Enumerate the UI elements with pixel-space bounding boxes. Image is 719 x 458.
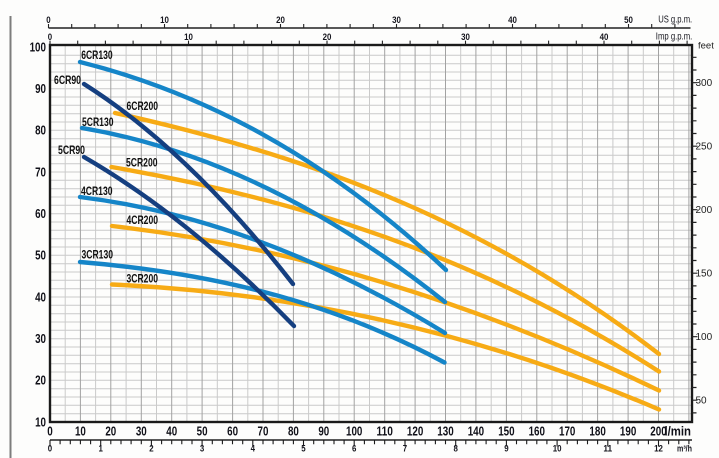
svg-text:5CR90: 5CR90 [58,145,85,157]
svg-text:50: 50 [624,15,633,26]
svg-text:9: 9 [504,444,508,455]
svg-text:6: 6 [352,444,356,455]
svg-text:8: 8 [454,444,458,455]
svg-text:5: 5 [301,444,306,455]
svg-text:90: 90 [35,81,46,96]
svg-text:150: 150 [498,424,514,439]
svg-text:60: 60 [35,206,46,221]
svg-text:6CR90: 6CR90 [54,75,81,87]
svg-text:170: 170 [559,424,575,439]
svg-text:80: 80 [288,424,299,439]
svg-text:40: 40 [166,424,177,439]
svg-text:3: 3 [200,444,204,455]
svg-text:140: 140 [468,424,484,439]
svg-text:6CR130: 6CR130 [81,50,113,62]
svg-text:40: 40 [508,15,517,26]
svg-text:100: 100 [30,39,46,54]
svg-text:0: 0 [47,424,53,439]
svg-text:1: 1 [99,444,104,455]
svg-text:10: 10 [160,15,169,26]
svg-text:4CR130: 4CR130 [81,186,113,198]
svg-text:7: 7 [403,444,407,455]
svg-text:200: 200 [696,205,713,216]
svg-text:100: 100 [346,424,362,439]
svg-text:150: 150 [696,269,713,280]
svg-text:30: 30 [461,32,470,43]
svg-text:10: 10 [184,32,193,43]
svg-text:5CR200: 5CR200 [126,158,158,170]
svg-text:20: 20 [105,424,116,439]
svg-text:90: 90 [318,424,329,439]
svg-text:10: 10 [553,444,562,455]
svg-text:100: 100 [696,332,713,343]
svg-text:20: 20 [323,32,332,43]
svg-text:70: 70 [258,424,269,439]
svg-text:3CR200: 3CR200 [127,274,159,286]
svg-text:50: 50 [35,248,46,263]
svg-text:300: 300 [696,78,713,89]
svg-text:50: 50 [197,424,208,439]
svg-text:5CR130: 5CR130 [82,117,114,129]
svg-text:120: 120 [407,424,423,439]
svg-text:200: 200 [650,424,666,439]
svg-text:80: 80 [35,123,46,138]
svg-text:0: 0 [48,32,52,43]
svg-text:11: 11 [603,444,612,455]
svg-text:3CR130: 3CR130 [82,250,114,262]
svg-text:6CR200: 6CR200 [127,101,159,113]
svg-text:4CR200: 4CR200 [127,215,159,227]
svg-text:110: 110 [377,424,393,439]
svg-text:130: 130 [437,424,453,439]
svg-text:10: 10 [35,414,46,429]
svg-text:180: 180 [589,424,605,439]
svg-text:Imp g.p.m.: Imp g.p.m. [656,32,693,43]
svg-text:20: 20 [35,373,46,388]
svg-text:20: 20 [276,15,285,26]
svg-text:2: 2 [149,444,153,455]
svg-text:0: 0 [48,444,52,455]
svg-text:feet: feet [698,41,714,52]
svg-text:12: 12 [654,444,663,455]
svg-text:4: 4 [251,444,256,455]
svg-text:0: 0 [46,15,50,26]
svg-text:l/min: l/min [665,424,692,439]
svg-text:250: 250 [696,142,713,153]
svg-text:160: 160 [529,424,545,439]
svg-text:30: 30 [392,15,401,26]
svg-text:m³/h: m³/h [677,444,692,454]
svg-text:40: 40 [35,289,46,304]
svg-text:50: 50 [696,396,708,407]
svg-text:60: 60 [227,424,238,439]
svg-text:30: 30 [136,424,147,439]
svg-text:10: 10 [75,424,86,439]
svg-text:US g.p.m.: US g.p.m. [658,15,692,26]
svg-text:40: 40 [600,32,609,43]
svg-text:190: 190 [620,424,636,439]
svg-text:70: 70 [35,164,46,179]
svg-text:30: 30 [35,331,46,346]
